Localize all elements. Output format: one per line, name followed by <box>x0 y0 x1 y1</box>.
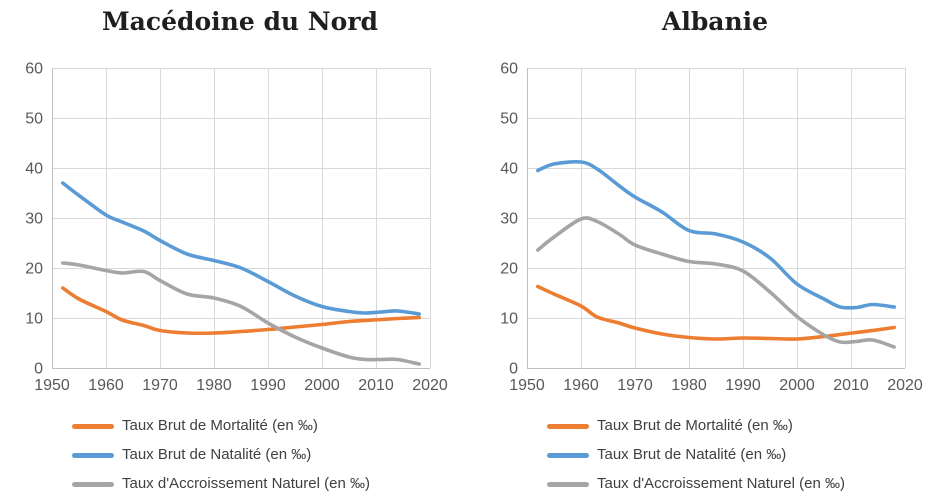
y-tick-label-10: 10 <box>25 311 43 328</box>
legend-item-mortalite: Taux Brut de Mortalité (en ‰) <box>547 416 950 436</box>
x-tick-label-1960: 1960 <box>563 377 599 394</box>
x-tick-label-1990: 1990 <box>725 377 761 394</box>
natalite-line-swatch <box>72 452 114 458</box>
macedoine-line-chart: 0 10 20 30 40 50 60 1950 1960 1970 1980 1990 2000 201… <box>25 61 448 395</box>
y-tick-label-10: 10 <box>500 311 518 328</box>
y-tick-label-20: 20 <box>500 261 518 278</box>
x-tick-label-2000: 2000 <box>304 377 340 394</box>
y-tick-label-50: 50 <box>500 111 518 128</box>
albanie-line-chart: 0 10 20 30 40 50 60 1950 1960 1970 1980 1990 2000 201… <box>500 61 923 395</box>
mortalite-line <box>536 284 896 341</box>
legend-macedoine: Taux Brut de Mortalité (en ‰) Taux Brut … <box>72 416 475 494</box>
x-tick-label-2020: 2020 <box>412 377 448 394</box>
natalite-line-swatch <box>547 452 589 458</box>
x-tick-label-1980: 1980 <box>671 377 707 394</box>
chart-title-macedoine: Macédoine du Nord <box>102 7 378 36</box>
y-tick-label-30: 30 <box>500 211 518 228</box>
mortalite-line-swatch <box>547 423 589 429</box>
x-tick-label-1950: 1950 <box>509 377 545 394</box>
y-tick-label-40: 40 <box>500 161 518 178</box>
legend-label-mortalite: Taux Brut de Mortalité (en ‰) <box>597 417 793 434</box>
x-tick-label-2020: 2020 <box>887 377 923 394</box>
x-tick-label-1980: 1980 <box>196 377 232 394</box>
chart-panel-macedoine-du-nord: Macédoine du Nord 0 10 20 30 40 50 60 1950 1960 1… <box>25 7 475 494</box>
legend-item-accroissement: Taux d'Accroissement Naturel (en ‰) <box>72 474 475 494</box>
y-tick-label-0: 0 <box>509 361 518 378</box>
legend-label-accroissement: Taux d'Accroissement Naturel (en ‰) <box>122 475 370 492</box>
accroissement-line-swatch <box>547 481 589 487</box>
natalite-line <box>536 159 896 310</box>
x-tick-label-2000: 2000 <box>779 377 815 394</box>
y-tick-label-50: 50 <box>25 111 43 128</box>
legend-label-mortalite: Taux Brut de Mortalité (en ‰) <box>122 417 318 434</box>
chart-panel-albanie: Albanie 0 10 20 30 40 50 60 1950 1960 1970 1980 199… <box>475 0 950 500</box>
y-tick-label-0: 0 <box>34 361 43 378</box>
natalite-line <box>61 181 421 316</box>
y-tick-label-60: 60 <box>500 61 518 78</box>
legend-item-mortalite: Taux Brut de Mortalité (en ‰) <box>72 416 475 436</box>
accroissement-line <box>536 216 896 349</box>
x-tick-label-2010: 2010 <box>833 377 869 394</box>
x-tick-label-2010: 2010 <box>358 377 394 394</box>
chart-title-albanie: Albanie <box>661 7 769 36</box>
x-tick-label-1970: 1970 <box>142 377 178 394</box>
y-tick-label-30: 30 <box>25 211 43 228</box>
x-tick-label-1950: 1950 <box>34 377 70 394</box>
y-tick-label-40: 40 <box>25 161 43 178</box>
legend-label-natalite: Taux Brut de Natalité (en ‰) <box>597 446 787 463</box>
y-tick-label-20: 20 <box>25 261 43 278</box>
legend-albanie: Taux Brut de Mortalité (en ‰) Taux Brut … <box>547 416 950 494</box>
legend-item-natalite: Taux Brut de Natalité (en ‰) <box>547 445 950 465</box>
mortalite-line <box>61 286 421 336</box>
x-tick-label-1990: 1990 <box>250 377 286 394</box>
x-tick-label-1970: 1970 <box>617 377 653 394</box>
legend-item-accroissement: Taux d'Accroissement Naturel (en ‰) <box>547 474 950 494</box>
y-tick-label-60: 60 <box>25 61 43 78</box>
accroissement-line <box>61 261 421 366</box>
legend-item-natalite: Taux Brut de Natalité (en ‰) <box>72 445 475 465</box>
legend-label-accroissement: Taux d'Accroissement Naturel (en ‰) <box>597 475 845 492</box>
legend-label-natalite: Taux Brut de Natalité (en ‰) <box>122 446 312 463</box>
mortalite-line-swatch <box>72 423 114 429</box>
x-tick-label-1960: 1960 <box>88 377 124 394</box>
accroissement-line-swatch <box>72 481 114 487</box>
